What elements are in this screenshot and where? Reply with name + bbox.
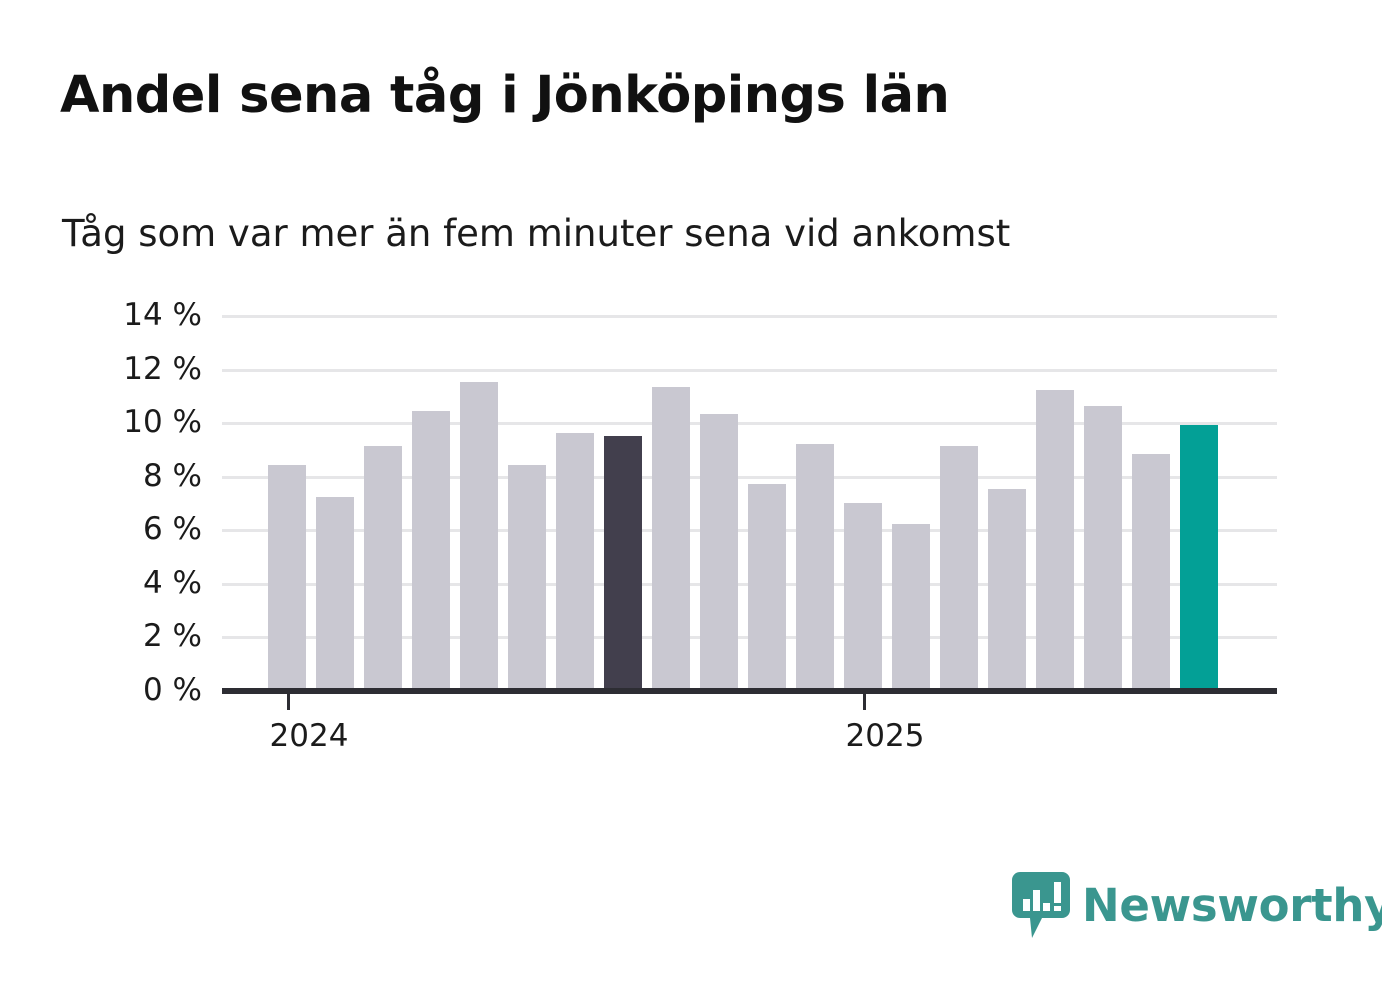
y-axis-tick-label: 4 % [142, 564, 202, 601]
bar-2024-09[interactable] [652, 387, 690, 690]
bar-2025-06[interactable] [1084, 406, 1122, 690]
newsworthy-logo: Newsworthy [1012, 872, 1382, 938]
y-axis-tick-label: 2 % [142, 618, 202, 655]
bar-2024-10[interactable] [700, 414, 738, 690]
bar-2024-05[interactable] [460, 381, 498, 690]
bar-2025-02[interactable] [892, 523, 930, 690]
bar-2025-05[interactable] [1036, 390, 1074, 690]
x-axis-tick-mark [863, 694, 866, 710]
bar-2024-07[interactable] [556, 432, 594, 690]
bar-2024-11[interactable] [748, 483, 786, 690]
chart-subtitle: Tåg som var mer än fem minuter sena vid … [62, 212, 1011, 255]
plot-area [222, 315, 1277, 690]
y-axis-tick-label: 0 % [142, 672, 202, 708]
bar-2024-08[interactable] [604, 435, 642, 690]
bar-2024-12[interactable] [796, 443, 834, 690]
bar-2024-04[interactable] [412, 411, 450, 690]
y-axis-tick-label: 10 % [123, 404, 202, 441]
y-axis-tick-label: 6 % [142, 511, 202, 548]
bar-2024-03[interactable] [364, 446, 402, 690]
gridline [222, 422, 1277, 426]
gridline [222, 475, 1277, 479]
gridline [222, 315, 1277, 318]
bar-2024-01[interactable] [268, 465, 306, 690]
y-axis-tick-label: 12 % [123, 350, 202, 387]
x-axis-tick-label: 2025 [845, 718, 925, 754]
bar-2025-08[interactable] [1180, 424, 1218, 690]
bar-2025-01[interactable] [844, 502, 882, 690]
x-axis-line [222, 688, 1277, 694]
x-axis-tick-mark [287, 694, 290, 710]
page-title: Andel sena tåg i Jönköpings län [60, 66, 950, 125]
y-axis-tick-label: 8 % [142, 457, 202, 494]
bar-2024-06[interactable] [508, 465, 546, 690]
newsworthy-bubble-chart-icon [1012, 872, 1070, 938]
gridline [222, 368, 1277, 372]
x-axis-tick-label: 2024 [269, 718, 349, 754]
bar-2025-04[interactable] [988, 489, 1026, 690]
logo-wordmark: Newsworthy [1082, 878, 1382, 932]
bar-2025-07[interactable] [1132, 454, 1170, 690]
bar-2025-03[interactable] [940, 446, 978, 690]
y-axis-tick-label: 14 % [123, 297, 202, 333]
bar-2024-02[interactable] [316, 497, 354, 690]
